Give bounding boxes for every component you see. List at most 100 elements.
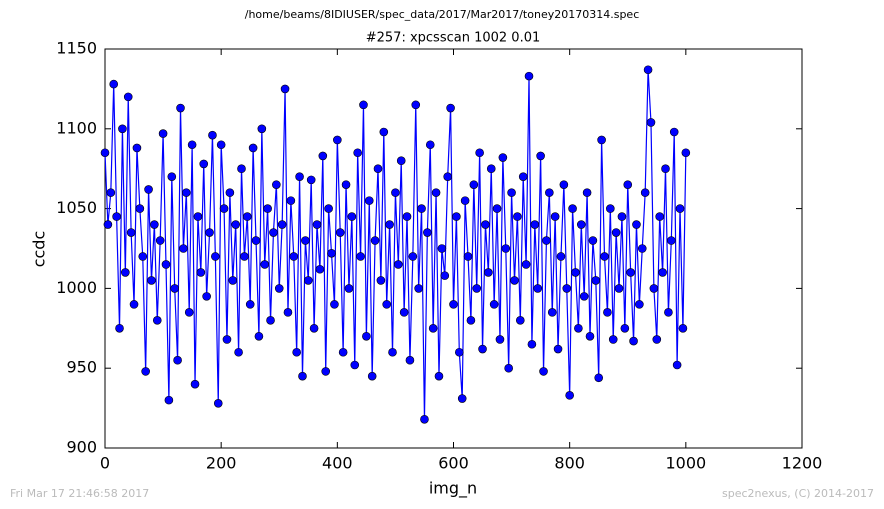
data-point	[173, 355, 182, 365]
data-point	[112, 212, 121, 221]
data-point	[135, 204, 145, 213]
data-point	[643, 65, 653, 75]
data-point	[405, 355, 415, 365]
data-point	[399, 308, 409, 317]
data-point	[556, 252, 566, 261]
data-point	[327, 248, 336, 258]
data-point	[637, 244, 647, 253]
data-point	[463, 252, 473, 261]
data-point	[585, 331, 595, 341]
data-point	[460, 196, 470, 205]
y-tick-label: 900	[66, 438, 97, 457]
data-point	[208, 130, 217, 140]
data-point	[324, 204, 333, 213]
data-point	[370, 236, 380, 245]
data-point	[626, 268, 635, 277]
data-point	[501, 244, 511, 253]
data-point	[312, 220, 322, 229]
data-point	[234, 347, 243, 357]
data-point	[277, 220, 287, 229]
data-point	[251, 236, 261, 245]
y-axis-label: ccdc	[30, 231, 49, 268]
data-point	[559, 180, 569, 189]
data-point	[472, 284, 482, 293]
data-point	[347, 212, 357, 221]
data-point	[457, 394, 467, 403]
data-point	[228, 276, 238, 285]
data-point	[515, 316, 525, 325]
data-point	[440, 271, 450, 280]
data-point	[289, 252, 299, 261]
x-axis-label: img_n	[429, 479, 477, 499]
data-point	[106, 188, 116, 197]
data-point	[170, 284, 179, 293]
data-point	[553, 344, 563, 354]
data-point	[196, 268, 206, 277]
data-point	[617, 212, 627, 221]
data-point	[571, 268, 580, 277]
data-point	[652, 335, 662, 344]
data-point	[510, 276, 519, 285]
data-point	[179, 244, 188, 253]
data-point	[402, 212, 412, 221]
x-tick-label: 200	[206, 454, 237, 473]
data-point	[507, 188, 516, 197]
data-point	[237, 164, 246, 173]
data-point	[301, 236, 310, 245]
data-point	[216, 140, 226, 150]
data-point	[385, 220, 394, 229]
data-point	[193, 212, 203, 221]
data-point	[219, 204, 229, 213]
data-point	[283, 308, 293, 317]
data-point	[603, 308, 612, 317]
data-point	[190, 379, 200, 389]
data-point	[420, 414, 429, 424]
data-point	[492, 204, 502, 213]
data-point	[620, 323, 630, 333]
data-point	[298, 371, 307, 381]
data-point	[373, 164, 383, 173]
data-point	[655, 212, 664, 221]
data-point	[489, 300, 499, 309]
data-point	[315, 264, 325, 274]
x-tick-label: 800	[554, 454, 585, 473]
data-point	[530, 220, 540, 229]
data-point	[675, 204, 685, 213]
data-point	[542, 236, 551, 245]
data-point	[144, 185, 153, 194]
data-point	[341, 180, 351, 189]
data-point	[184, 308, 194, 317]
data-point	[455, 347, 464, 357]
data-point	[428, 323, 438, 333]
data-point	[568, 204, 577, 213]
data-point	[132, 143, 142, 153]
data-point	[672, 360, 682, 370]
data-point	[150, 220, 159, 229]
x-tick-label: 600	[438, 454, 469, 473]
data-point	[513, 212, 522, 221]
data-point	[431, 188, 441, 197]
data-point	[478, 344, 487, 354]
data-point	[367, 371, 377, 381]
data-point	[274, 284, 284, 293]
data-point	[205, 228, 214, 237]
data-point	[141, 367, 150, 376]
y-tick-label: 1150	[56, 39, 97, 58]
data-point	[469, 180, 479, 189]
data-point	[272, 180, 281, 189]
data-point	[434, 371, 444, 381]
data-point	[547, 308, 557, 317]
data-point	[266, 316, 275, 325]
data-point	[295, 172, 304, 181]
data-point	[411, 100, 421, 110]
x-tick-label: 1200	[782, 454, 823, 473]
data-point	[608, 335, 618, 344]
data-point	[344, 284, 354, 293]
data-point	[129, 300, 139, 309]
data-point	[147, 276, 156, 285]
data-point	[164, 395, 174, 405]
data-point	[158, 129, 168, 138]
data-point	[536, 151, 545, 161]
data-point	[594, 373, 604, 383]
data-point	[646, 118, 656, 127]
